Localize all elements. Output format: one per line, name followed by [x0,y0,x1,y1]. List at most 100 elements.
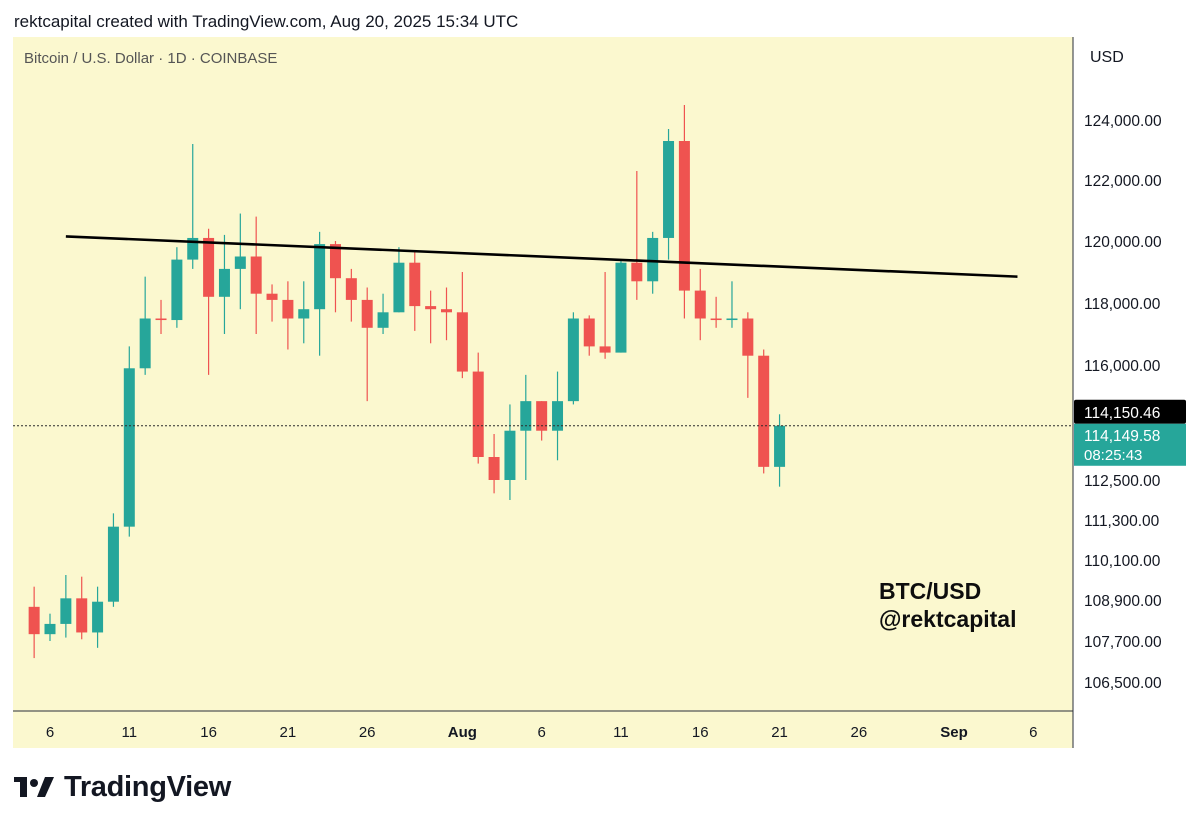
candle-body [774,425,786,467]
candle[interactable] [345,268,357,322]
chart-area[interactable]: 124,000.00 122,000.00 120,000.00 118,000.00… [13,37,1187,748]
candle[interactable] [107,513,119,607]
candle[interactable] [329,241,341,313]
candle-body [44,623,56,635]
candle-body [694,290,706,319]
candle[interactable] [536,401,548,441]
candle-body [599,346,611,353]
candle-body [425,306,437,310]
watermark-pair: BTC/USD [879,578,982,604]
candle[interactable] [678,105,690,319]
candle-body [28,606,40,635]
candle-body [361,299,373,328]
candle[interactable] [155,299,167,334]
candle[interactable] [663,129,675,260]
price-tick-label: 107,700.00 [1084,634,1162,651]
candle[interactable] [203,228,215,375]
candle[interactable] [726,281,738,328]
candle-body [647,237,659,282]
time-tick-label: 26 [359,724,376,741]
candle[interactable] [758,349,770,474]
candle[interactable] [647,231,659,294]
candle[interactable] [710,296,722,328]
candle[interactable] [44,613,56,641]
last-price-label-bg [1074,399,1186,424]
candle-body [742,318,754,356]
candle[interactable] [742,312,754,398]
candle[interactable] [631,171,643,300]
currency-selector[interactable]: USD [1078,42,1180,73]
candle[interactable] [298,281,310,344]
candle[interactable] [139,276,151,375]
candle-body [298,309,310,319]
chart-caption: rektcapital created with TradingView.com… [14,12,519,31]
candle[interactable] [472,352,484,464]
candle[interactable] [615,259,627,353]
candle-body [536,401,548,431]
candle[interactable] [520,374,532,480]
candle[interactable] [504,404,516,500]
candle[interactable] [361,287,373,402]
candle[interactable] [28,586,40,659]
candle[interactable] [250,216,262,334]
trendline[interactable] [65,235,1018,278]
candle[interactable] [234,213,246,310]
candle[interactable] [583,315,595,356]
candle-body [663,141,675,238]
candle[interactable] [60,575,72,638]
candle[interactable] [599,272,611,359]
candle[interactable] [441,287,452,341]
time-tick-label: 11 [613,724,629,741]
price-tick-label: 111,300.00 [1084,513,1160,530]
price-tick-label: 112,500.00 [1084,473,1161,490]
candle[interactable] [266,284,278,322]
candle[interactable] [377,293,389,334]
candle[interactable] [187,144,199,269]
candle-body [758,355,770,467]
candle[interactable] [123,346,135,537]
candle-body [203,237,215,297]
candle[interactable] [92,586,104,648]
candle-body [250,256,262,294]
tradingview-logo-icon [14,777,54,797]
candle[interactable] [774,414,786,487]
candle[interactable] [567,312,579,405]
plot-background [13,37,1073,711]
candle-body [314,244,326,310]
current-price-label-bg [1074,423,1186,466]
candle-body [472,371,484,457]
candle[interactable] [456,272,468,379]
candle[interactable] [409,250,421,331]
candle-body [631,262,643,282]
candle-body [187,237,199,260]
candle-body [107,526,119,602]
candle-body [488,457,500,480]
candle-body [266,293,278,300]
candle[interactable] [488,434,500,494]
tradingview-wordmark: TradingView [64,770,231,803]
candle-body [329,244,341,279]
time-tick-label: 21 [280,724,297,741]
candle[interactable] [218,234,230,334]
candle-body [567,318,579,402]
candle-body [615,262,627,353]
time-tick-label: 6 [46,724,54,741]
price-tick-label: 118,000.00 [1084,296,1161,313]
candle-body [377,312,389,328]
candle[interactable] [552,371,564,461]
candle-body [504,430,516,480]
candle[interactable] [393,247,405,313]
time-tick-label: 16 [200,724,217,741]
time-tick-label: Sep [940,724,968,741]
candle[interactable] [425,290,437,344]
candle-body [60,598,72,624]
candle[interactable] [314,231,326,356]
candle-body [139,318,151,369]
time-tick-label: Aug [448,724,477,741]
candle[interactable] [282,281,294,350]
candle[interactable] [694,268,706,341]
time-tick-label: 6 [1029,724,1037,741]
candlestick-chart[interactable]: 124,000.00 122,000.00 120,000.00 118,000.00… [13,37,1187,748]
candle[interactable] [76,576,88,640]
candle[interactable] [171,247,183,328]
